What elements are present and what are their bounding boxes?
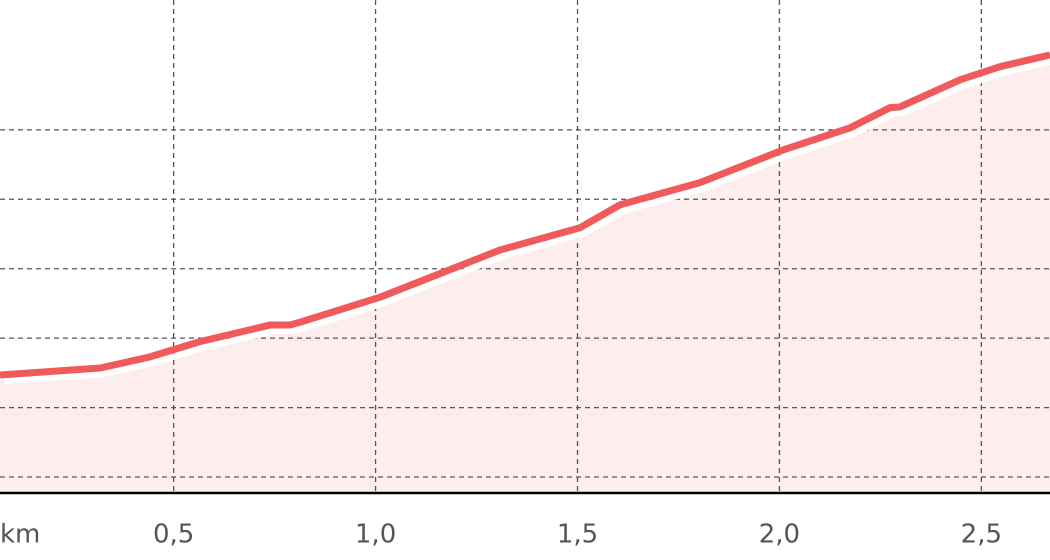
x-tick-label: 2,5 — [961, 520, 1002, 550]
x-tick-label: 2,0 — [759, 520, 800, 550]
area-fill — [0, 54, 1050, 494]
elevation-line — [0, 51, 1050, 379]
x-axis-label: km — [0, 520, 40, 550]
x-tick-label: 1,5 — [557, 520, 598, 550]
line-halo — [3, 58, 1050, 384]
x-tick-label: 1,0 — [355, 520, 396, 550]
x-tick-label: 0,5 — [153, 520, 194, 550]
